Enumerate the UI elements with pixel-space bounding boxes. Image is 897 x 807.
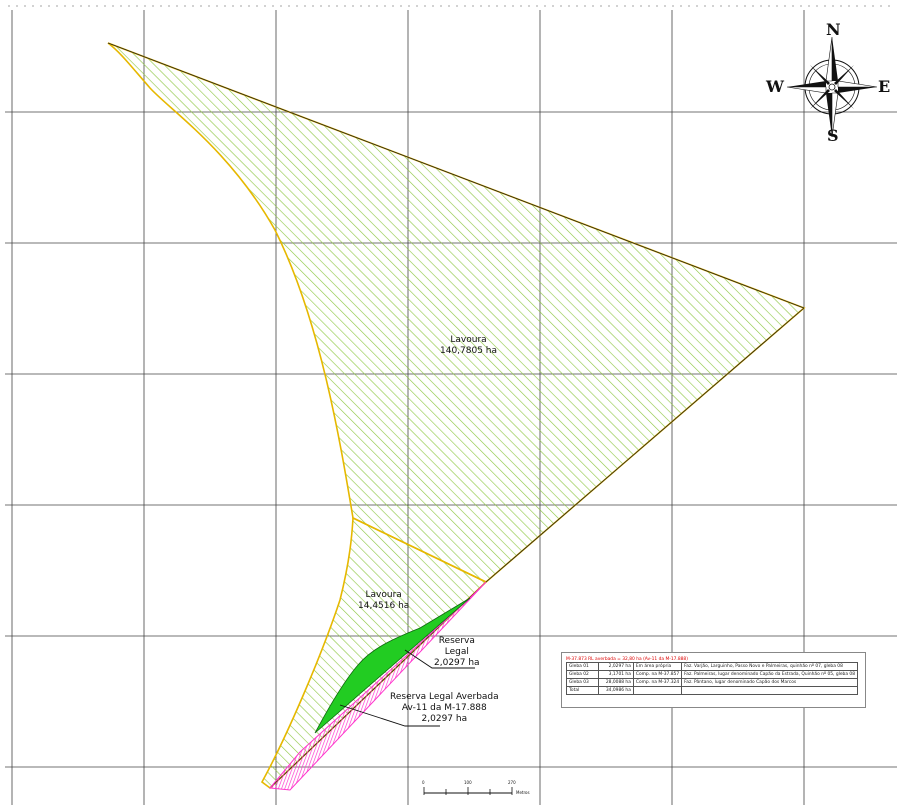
- compass-rose-icon: [786, 36, 878, 138]
- legend-cell: Comp. na M-37.324: [632, 678, 683, 687]
- scale-tick-0: 0: [422, 780, 425, 785]
- parcel-main-east-edge: [107, 42, 805, 309]
- legend-table: Gleba 01 2,0297 ha Em área própria Faz. …: [565, 662, 858, 695]
- reserve-legal-averbada-area: [269, 581, 487, 791]
- parcel-lavoura-main: [107, 42, 806, 583]
- scale-bar: [423, 787, 513, 795]
- legend-title: M-37.873 RL averbada = 32,80 ha (Av-11 d…: [566, 657, 688, 662]
- label-lavoura-south-name: Lavoura: [365, 590, 402, 600]
- legend-cell: Comp. na M-37.857: [632, 670, 683, 679]
- label-lavoura-main-area: 140,7805 ha: [440, 346, 498, 356]
- table-row: Gleba 03 28,0088 ha Comp. na M-37.324 Fa…: [565, 678, 858, 687]
- leader-reserva-legal: [404, 649, 475, 669]
- label-reserva-averbada-name1: Reserva Legal Averbada: [390, 692, 499, 702]
- compass-east-label: E: [878, 77, 891, 96]
- scale-tick-270: 270: [508, 780, 516, 785]
- legend-cell: Total: [565, 686, 600, 695]
- legend-cell: [681, 686, 858, 695]
- legend-cell: 2,0297 ha: [598, 662, 634, 671]
- label-lavoura-main: Lavoura 140,7805 ha: [440, 335, 497, 357]
- scale-unit: Metros: [516, 790, 530, 795]
- label-reserva-averbada-area: 2,0297 ha: [421, 714, 468, 724]
- label-lavoura-main-name: Lavoura: [450, 335, 487, 345]
- legend-cell: Gleba 02: [565, 670, 600, 679]
- label-reserva-legal-name2: Legal: [444, 647, 469, 657]
- table-row: Gleba 02 3,1701 ha Comp. na M-37.857 Faz…: [565, 670, 858, 679]
- compass-south-label: S: [827, 126, 839, 145]
- legend-cell: Faz. Palmeiras, lugar denominado Capão d…: [681, 670, 858, 679]
- label-lavoura-south-area: 14,4516 ha: [358, 601, 410, 611]
- label-lavoura-south: Lavoura 14,4516 ha: [358, 590, 409, 612]
- legend-cell: [632, 686, 683, 695]
- label-reserva-legal-area: 2,0297 ha: [434, 658, 480, 668]
- label-reserva-averbada-name2: Av-11 da M-17.888: [401, 703, 487, 713]
- legend-cell: Em área própria: [632, 662, 683, 671]
- label-reserva-averbada: Reserva Legal Averbada Av-11 da M-17.888…: [390, 692, 499, 725]
- leader-reserva-averbada: [339, 704, 440, 727]
- legend-cell: 34,0986 ha: [598, 686, 634, 695]
- legend-cell: Faz. Pântano, lugar denominado Capão dos…: [681, 678, 858, 687]
- label-reserva-legal: Reserva Legal 2,0297 ha: [434, 636, 480, 669]
- table-row: Gleba 01 2,0297 ha Em área própria Faz. …: [565, 662, 858, 671]
- scale-tick-100: 100: [464, 780, 472, 785]
- compass-north-label: N: [826, 20, 841, 39]
- compass-west-label: W: [766, 77, 784, 96]
- legend-cell: Gleba 03: [565, 678, 600, 687]
- legend-cell: Faz. Varjão, Larguinho, Passo Novo e Pal…: [681, 662, 858, 671]
- legend-cell: Gleba 01: [565, 662, 600, 671]
- reserve-legal-area: [314, 597, 471, 734]
- legend-cell: 28,0088 ha: [598, 678, 634, 687]
- legend-cell: 3,1701 ha: [598, 670, 634, 679]
- label-reserva-legal-name1: Reserva: [438, 636, 475, 646]
- table-row: Total 34,0986 ha: [565, 686, 858, 695]
